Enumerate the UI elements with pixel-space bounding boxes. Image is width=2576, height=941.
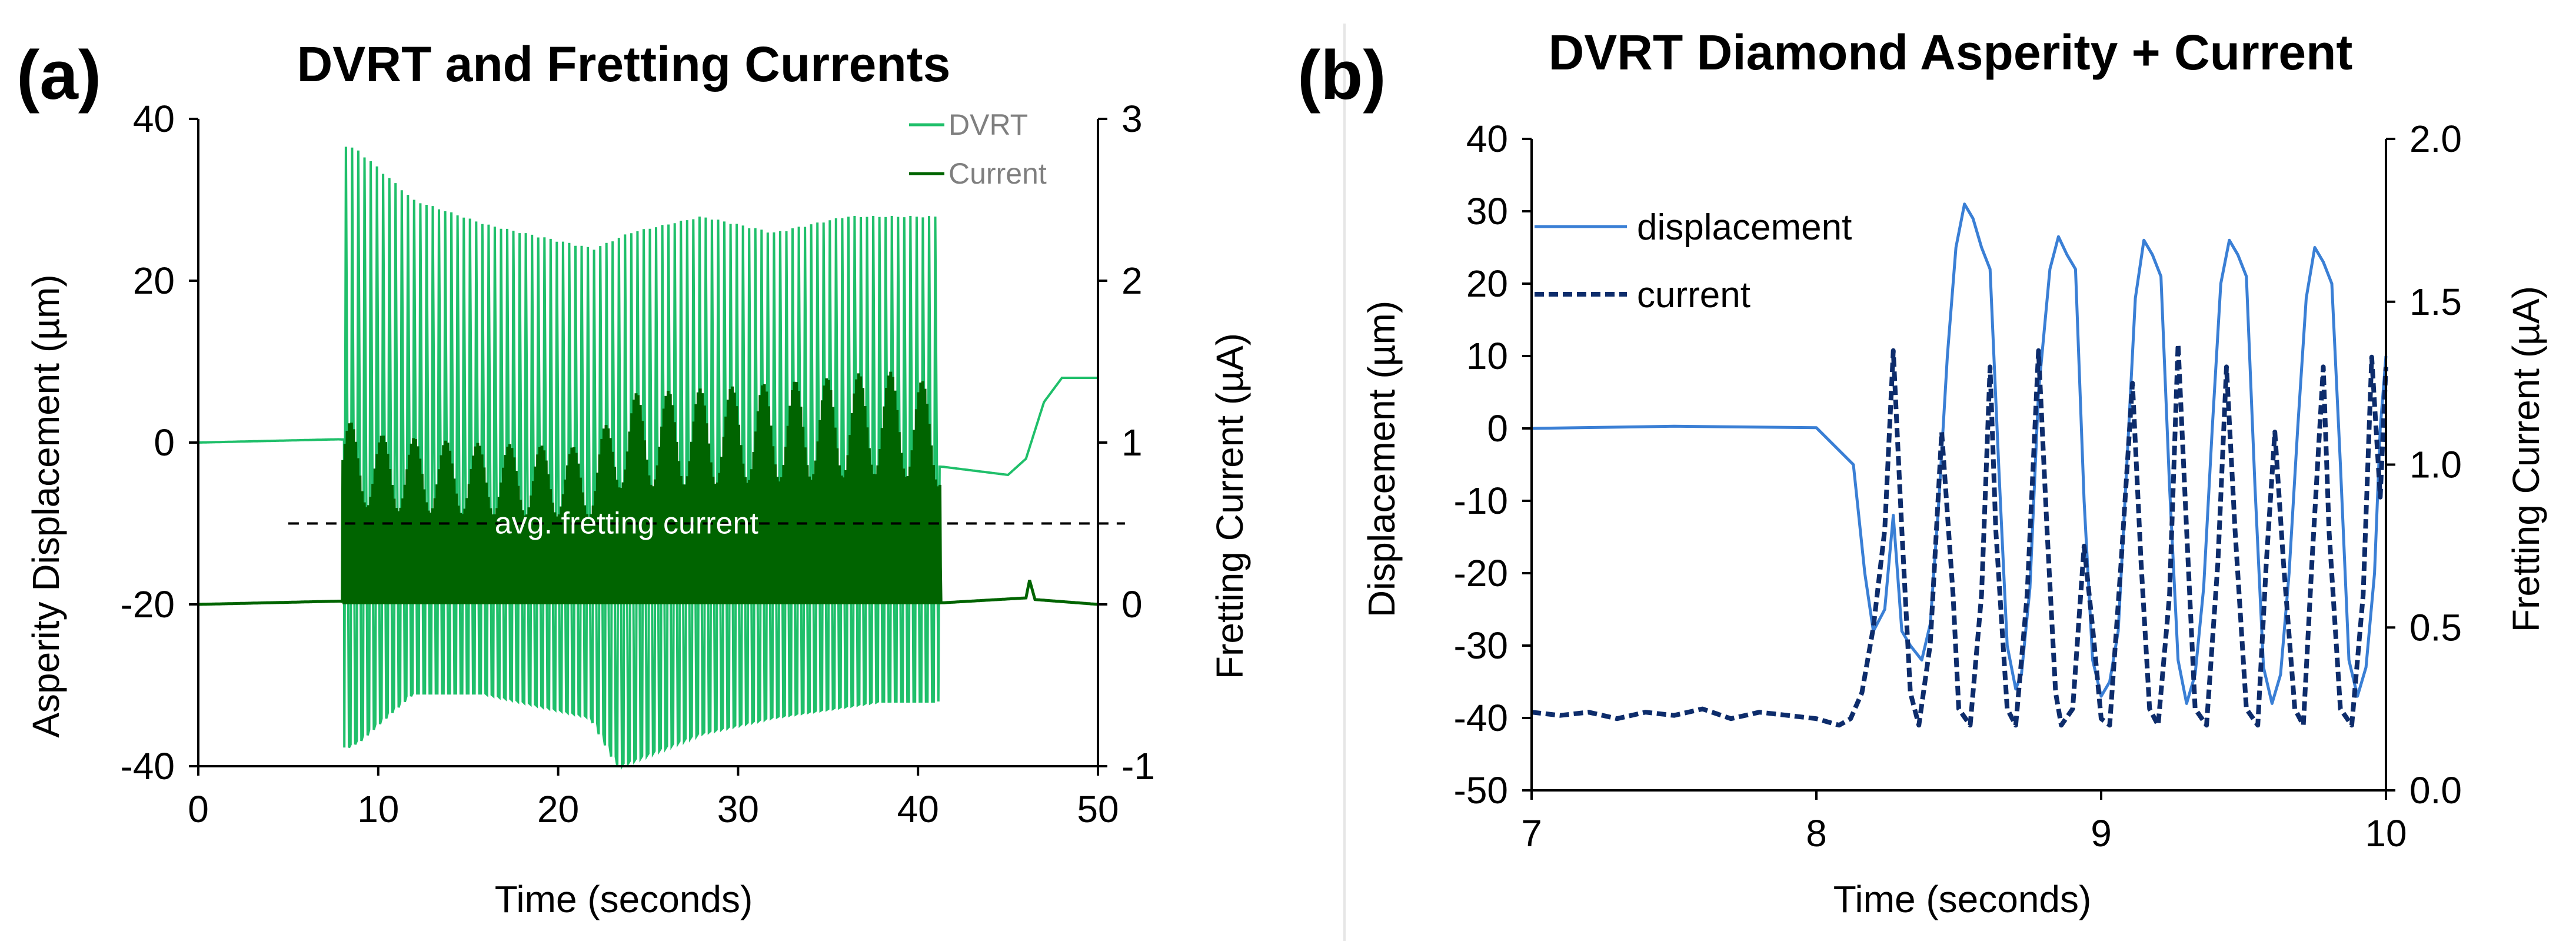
panel-a-y-tick-label: -20 bbox=[121, 583, 175, 626]
panel-a-avg-current-label: avg. fretting current bbox=[495, 507, 759, 541]
panel-a-y-tick-label: 0 bbox=[154, 421, 175, 464]
panel-b-title: DVRT Diamond Asperity + Current bbox=[1549, 25, 2353, 80]
panel-a-legend-label-current: Current bbox=[948, 157, 1047, 190]
panel-b-y-tick-label: -50 bbox=[1454, 769, 1509, 812]
panel-a-y2-tick-label: 3 bbox=[1121, 98, 1143, 140]
panel-a-x-tick-label: 10 bbox=[357, 788, 399, 830]
panel-b-y2-tick-label: 0.0 bbox=[2409, 769, 2462, 812]
panel-a-y-tick-label: 20 bbox=[133, 260, 175, 302]
panel-a-series bbox=[198, 147, 1099, 770]
panel-a-legend-label-dvrt: DVRT bbox=[948, 108, 1028, 141]
panel-a: (a) DVRT and Fretting Currents avg. fret… bbox=[16, 36, 1251, 920]
panel-a-x-tick-label: 20 bbox=[537, 788, 579, 830]
panel-b-label: (b) bbox=[1297, 36, 1386, 114]
panel-a-y2-axis-title: Fretting Current (µA) bbox=[1209, 333, 1251, 679]
panel-b-y2-tick-label: 0.5 bbox=[2409, 606, 2462, 649]
panel-b-axes: 7 8 9 10 -50 -40 -30 -20 -10 0 10 20 30 40 0.0 0.5 1.0 1.… bbox=[1454, 118, 2462, 854]
panel-a-x-tick-label: 30 bbox=[717, 788, 759, 830]
panel-a-x-tick-label: 50 bbox=[1077, 788, 1119, 830]
panel-b-y-axis-title: Displacement (µm) bbox=[1360, 301, 1403, 617]
panel-b-series bbox=[1531, 202, 2388, 728]
panel-b-y-tick-label: -30 bbox=[1454, 624, 1509, 667]
panel-b-y-tick-label: -10 bbox=[1454, 480, 1509, 522]
panel-b-y-tick-label: 30 bbox=[1466, 190, 1508, 232]
panel-b-y-tick-label: -20 bbox=[1454, 552, 1509, 594]
panel-b-x-tick-label: 9 bbox=[2091, 812, 2112, 854]
panel-a-y-tick-label: 40 bbox=[133, 98, 175, 140]
panel-a-annotations: avg. fretting current bbox=[288, 507, 1125, 541]
panel-b-y-tick-label: 20 bbox=[1466, 262, 1508, 305]
panel-b-y2-tick-label: 2.0 bbox=[2409, 118, 2462, 160]
panel-b-x-tick-label: 7 bbox=[1521, 812, 1542, 854]
panel-a-title: DVRT and Fretting Currents bbox=[297, 36, 951, 92]
panel-b-y2-axis-title: Fretting Current (µA) bbox=[2505, 286, 2547, 632]
panel-a-y2-tick-label: 1 bbox=[1121, 421, 1143, 464]
panel-a-series-current-line bbox=[198, 371, 1099, 606]
panel-a-y-axis-title: Asperity Displacement (µm) bbox=[25, 274, 67, 737]
panel-a-series-dvrt-line bbox=[198, 147, 1098, 770]
panel-b-y-tick-label: -40 bbox=[1454, 697, 1509, 739]
panel-b-x-tick-label: 10 bbox=[2365, 812, 2407, 854]
panel-b-legend: displacement current bbox=[1535, 207, 1852, 315]
panel-b-x-tick-label: 8 bbox=[1806, 812, 1827, 854]
panel-a-legend: DVRT Current bbox=[909, 108, 1047, 190]
panel-a-y2-tick-label: 2 bbox=[1121, 260, 1143, 302]
panel-a-x-axis-title: Time (seconds) bbox=[495, 878, 753, 920]
panel-a-y2-tick-label: -1 bbox=[1121, 745, 1155, 787]
panel-b-legend-label-current: current bbox=[1637, 275, 1750, 315]
panel-a-axes: 0 10 20 30 40 50 -40 -20 0 20 40 -1 0 1 2 3 bbox=[121, 98, 1155, 830]
panel-a-y-tick-label: -40 bbox=[121, 745, 175, 787]
panel-b-y2-tick-label: 1.5 bbox=[2409, 281, 2462, 323]
panel-b-legend-label-displacement: displacement bbox=[1637, 207, 1852, 248]
panel-a-x-tick-label: 40 bbox=[897, 788, 939, 830]
panel-b-series-current-line bbox=[1531, 341, 2388, 728]
panel-b-x-axis-title: Time (seconds) bbox=[1833, 878, 2092, 920]
panel-a-y2-tick-label: 0 bbox=[1121, 583, 1143, 626]
panel-b-y-tick-label: 0 bbox=[1487, 407, 1508, 450]
panel-b-y-tick-label: 40 bbox=[1466, 118, 1508, 160]
panel-b: (b) DVRT Diamond Asperity + Current 7 8 9 1… bbox=[1297, 25, 2547, 920]
panel-a-label: (a) bbox=[16, 36, 101, 114]
panel-b-y-tick-label: 10 bbox=[1466, 335, 1508, 377]
panel-a-x-tick-label: 0 bbox=[188, 788, 209, 830]
panel-b-y2-tick-label: 1.0 bbox=[2409, 444, 2462, 486]
